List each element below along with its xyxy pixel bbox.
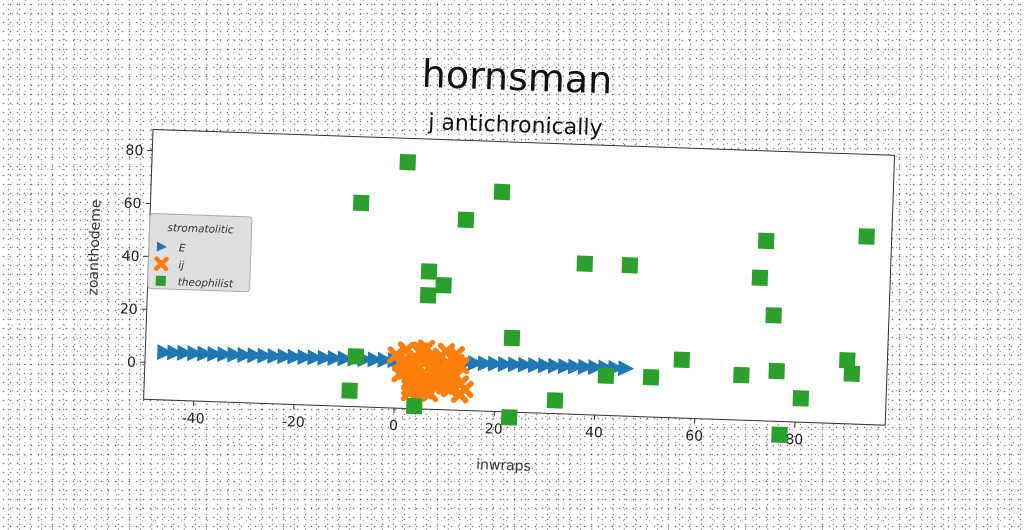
data-point — [399, 154, 416, 171]
data-point — [733, 367, 750, 384]
x-tick-label: 60 — [685, 428, 703, 445]
legend-entry-label: ij — [178, 259, 184, 271]
data-point — [348, 348, 365, 365]
data-point — [420, 287, 437, 304]
data-point — [858, 228, 875, 245]
data-point — [771, 426, 788, 443]
x-tick-label: 80 — [785, 432, 803, 449]
data-point — [765, 307, 782, 324]
legend-marker — [156, 276, 166, 286]
y-tick-label: 0 — [127, 355, 136, 371]
data-point — [435, 277, 452, 294]
data-point — [547, 392, 564, 409]
data-point — [673, 352, 690, 369]
x-tick-label: 20 — [485, 421, 503, 438]
data-point — [622, 257, 639, 274]
legend-entry-label: E — [179, 242, 186, 254]
y-tick-label: 40 — [121, 248, 139, 265]
data-point — [501, 409, 518, 426]
data-point — [504, 330, 521, 347]
chart-image: hornsman j antichronically -40 -20 0 20 40 60… — [0, 0, 1024, 512]
plot-frame — [144, 129, 895, 425]
data-point — [768, 363, 785, 380]
data-point — [793, 390, 810, 407]
y-tick-label: 60 — [123, 196, 141, 213]
data-point — [353, 195, 370, 212]
data-point — [341, 382, 358, 399]
chart-subtitle: j antichronically — [427, 110, 603, 141]
x-axis-label: inwraps — [476, 457, 531, 475]
data-point — [421, 263, 438, 280]
data-point — [844, 365, 861, 382]
data-point — [643, 369, 660, 386]
legend-title: stromatolitic — [167, 222, 234, 236]
legend: stromatolitic Eij theophilist — [147, 213, 252, 292]
data-point — [458, 212, 475, 229]
y-axis-label: zoanthodeme — [85, 199, 104, 296]
data-point — [758, 233, 775, 250]
chart-title: hornsman — [421, 52, 613, 103]
data-point — [577, 255, 594, 272]
data-point — [598, 367, 615, 384]
x-tick-label: 40 — [585, 425, 603, 442]
y-tick-label: 80 — [125, 143, 143, 160]
x-tick-label: 0 — [389, 418, 398, 434]
data-point — [406, 398, 423, 415]
y-tick-label: 20 — [120, 301, 138, 318]
data-point — [494, 184, 511, 201]
legend-entry-label: theophilist — [178, 276, 235, 290]
x-tick-label: -40 — [181, 411, 204, 428]
x-tick-label: -20 — [282, 414, 305, 431]
data-point — [752, 270, 769, 287]
